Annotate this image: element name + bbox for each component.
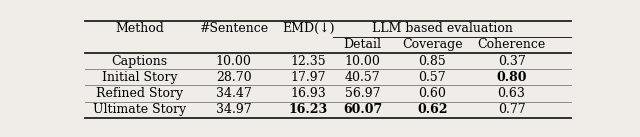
Text: 0.62: 0.62 xyxy=(417,103,447,116)
Text: Captions: Captions xyxy=(111,55,168,68)
Text: Ultimate Story: Ultimate Story xyxy=(93,103,186,116)
Text: 16.93: 16.93 xyxy=(291,87,326,100)
Text: 0.80: 0.80 xyxy=(496,71,527,84)
Text: EMD(↓): EMD(↓) xyxy=(282,22,335,35)
Text: 0.85: 0.85 xyxy=(419,55,446,68)
Text: 0.57: 0.57 xyxy=(419,71,446,84)
Text: #Sentence: #Sentence xyxy=(199,22,268,35)
Text: Coherence: Coherence xyxy=(477,38,546,51)
Text: 17.97: 17.97 xyxy=(291,71,326,84)
Text: 12.35: 12.35 xyxy=(291,55,326,68)
Text: Refined Story: Refined Story xyxy=(96,87,183,100)
Text: 0.60: 0.60 xyxy=(418,87,446,100)
Text: Coverage: Coverage xyxy=(402,38,463,51)
Text: 10.00: 10.00 xyxy=(345,55,381,68)
Text: 28.70: 28.70 xyxy=(216,71,252,84)
Text: Detail: Detail xyxy=(344,38,381,51)
Text: 0.63: 0.63 xyxy=(497,87,525,100)
Text: 0.37: 0.37 xyxy=(498,55,525,68)
Text: 34.97: 34.97 xyxy=(216,103,252,116)
Text: 60.07: 60.07 xyxy=(343,103,382,116)
Text: 16.23: 16.23 xyxy=(289,103,328,116)
Text: 10.00: 10.00 xyxy=(216,55,252,68)
Text: 56.97: 56.97 xyxy=(345,87,380,100)
Text: 34.47: 34.47 xyxy=(216,87,252,100)
Text: LLM based evaluation: LLM based evaluation xyxy=(372,22,513,35)
Text: Initial Story: Initial Story xyxy=(102,71,177,84)
Text: 0.77: 0.77 xyxy=(498,103,525,116)
Text: 40.57: 40.57 xyxy=(345,71,381,84)
Text: Method: Method xyxy=(115,22,164,35)
